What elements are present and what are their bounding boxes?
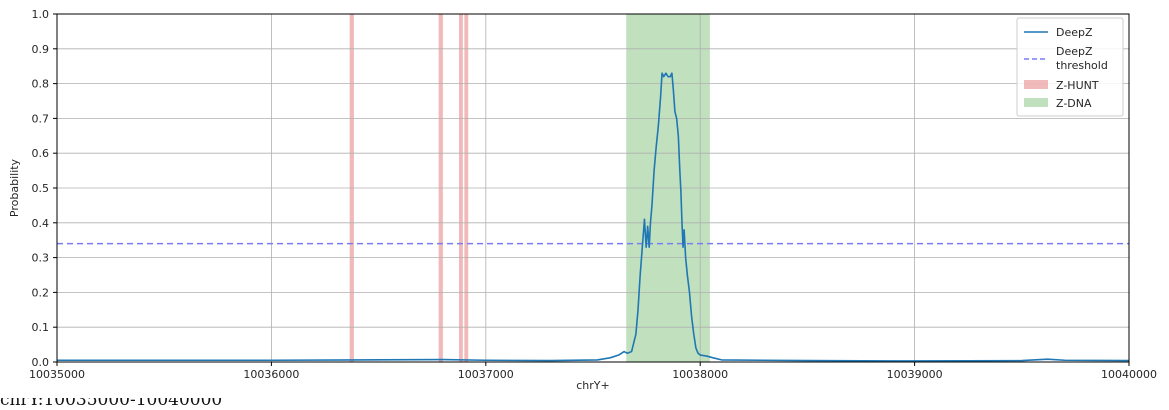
x-tick-label-5: 10040000 bbox=[1101, 368, 1157, 381]
deepz-line bbox=[57, 72, 1130, 362]
x-tick-label-0: 10035000 bbox=[29, 368, 85, 381]
legend-zdna-swatch bbox=[1024, 98, 1048, 107]
y-tick-label-2: 0.2 bbox=[32, 286, 50, 299]
legend-threshold-label-line1: DeepZ bbox=[1056, 45, 1093, 58]
y-tick-label-5: 0.5 bbox=[32, 182, 50, 195]
y-tick-label-8: 0.8 bbox=[32, 78, 50, 91]
series-layer bbox=[57, 72, 1130, 362]
y-tick-label-6: 0.6 bbox=[32, 147, 50, 160]
y-tick-label-9: 0.9 bbox=[32, 43, 50, 56]
legend-zhunt-label: Z-HUNT bbox=[1056, 79, 1099, 92]
y-axis-label: Probability bbox=[8, 158, 21, 217]
x-tick-label-4: 10039000 bbox=[887, 368, 943, 381]
y-tick-label-4: 0.4 bbox=[32, 217, 50, 230]
legend: DeepZ DeepZ threshold Z-HUNT Z-DNA bbox=[1016, 17, 1124, 117]
x-tick-label-3: 10038000 bbox=[672, 368, 728, 381]
legend-deepz-label: DeepZ bbox=[1056, 26, 1093, 39]
y-tick-label-7: 0.7 bbox=[32, 112, 50, 125]
legend-zdna-label: Z-DNA bbox=[1056, 97, 1092, 110]
x-tick-label-2: 10037000 bbox=[458, 368, 514, 381]
legend-threshold-label-line2: threshold bbox=[1056, 59, 1108, 72]
x-tick-label-1: 10036000 bbox=[243, 368, 299, 381]
legend-zhunt-swatch bbox=[1024, 80, 1048, 89]
x-axis-label: chrY+ bbox=[576, 379, 609, 392]
region-caption: chrY:10035000-10040000 bbox=[0, 390, 223, 410]
grid-layer bbox=[56, 13, 1130, 363]
y-tick-label-10: 1.0 bbox=[32, 8, 50, 21]
y-tick-label-0: 0.0 bbox=[32, 356, 50, 369]
ticks-layer: 10035000 10036000 10037000 10038000 10039000… bbox=[29, 8, 1157, 381]
y-tick-label-1: 0.1 bbox=[32, 321, 50, 334]
y-tick-label-3: 0.3 bbox=[32, 252, 50, 265]
legend-box bbox=[1016, 17, 1124, 117]
